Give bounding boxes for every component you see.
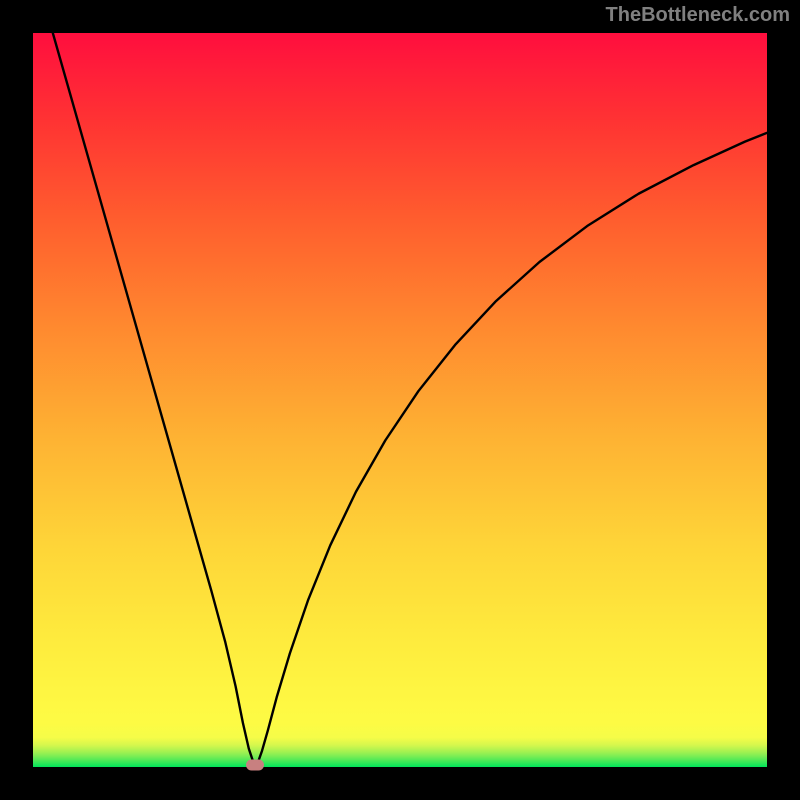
curve-overlay <box>33 33 767 767</box>
plot-area <box>33 33 767 767</box>
chart-container: TheBottleneck.com <box>0 0 800 800</box>
minimum-marker <box>246 759 264 770</box>
watermark-text: TheBottleneck.com <box>606 4 790 27</box>
